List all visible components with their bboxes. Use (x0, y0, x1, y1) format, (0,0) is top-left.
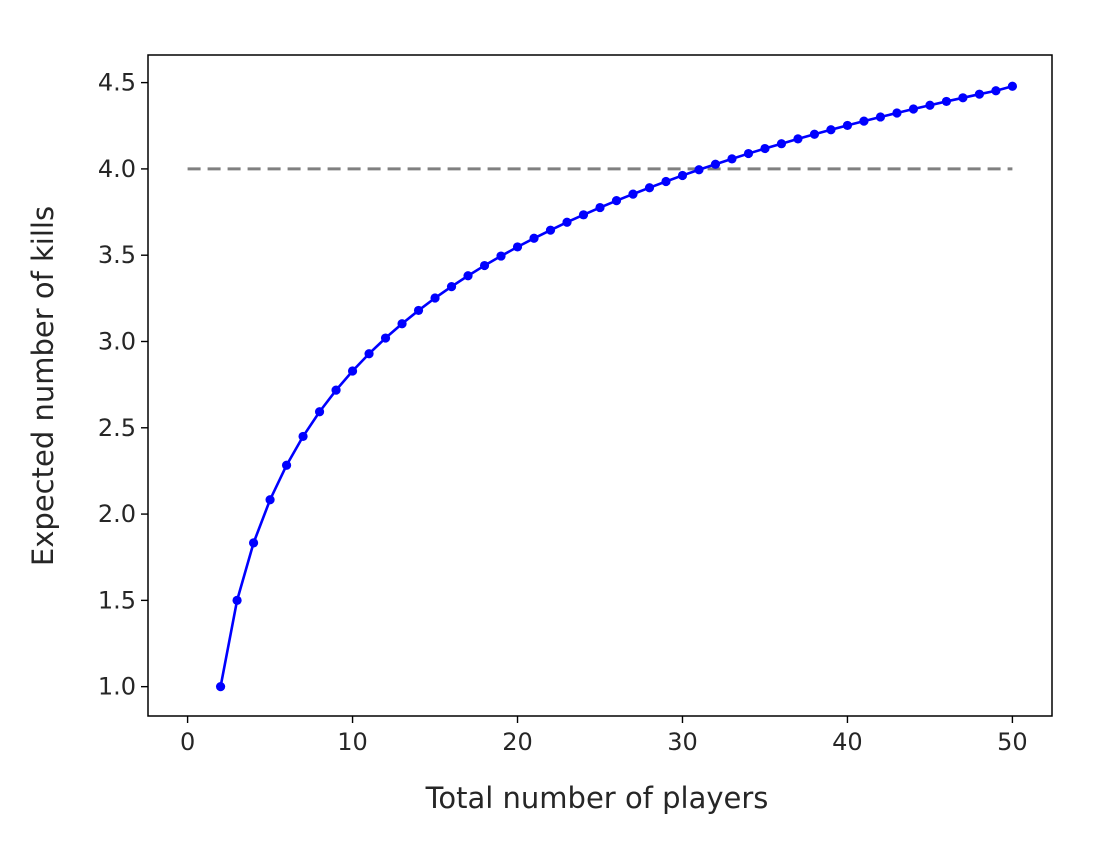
data-point (661, 176, 671, 187)
data-point (974, 89, 985, 99)
data-point (991, 86, 1001, 96)
y-tick-label: 1.0 (98, 673, 136, 701)
data-point (776, 139, 787, 149)
data-point (314, 407, 325, 417)
x-tick-label: 0 (180, 728, 195, 756)
data-point (562, 217, 572, 227)
data-point (908, 104, 919, 114)
data-point (331, 385, 341, 395)
y-tick-label: 4.0 (98, 155, 136, 183)
data-point (892, 108, 902, 118)
data-point (298, 431, 308, 442)
y-tick-label: 4.5 (98, 69, 136, 97)
data-point (628, 189, 638, 199)
data-point (1007, 81, 1018, 91)
x-tick-label: 20 (502, 728, 533, 756)
y-axis-title: Expected number of kills (26, 206, 60, 566)
y-tick-label: 3.5 (98, 241, 136, 269)
data-point (842, 120, 853, 131)
data-point (215, 682, 226, 692)
data-point (529, 233, 539, 243)
data-point (809, 129, 820, 139)
data-point (826, 125, 836, 135)
data-point (578, 210, 589, 220)
data-point (743, 148, 754, 159)
data-point (380, 333, 391, 343)
x-tick-label: 30 (667, 728, 698, 756)
plot-area (187, 81, 1018, 692)
axis-ticks: 0 10 20 30 40 50 1.0 1.5 2.0 2.5 3.0 3.5 4.0 4.5 (98, 69, 1028, 756)
data-point (248, 538, 259, 548)
data-point (941, 96, 952, 107)
data-point (694, 165, 704, 175)
plot-frame (147, 54, 1053, 717)
data-point (496, 251, 506, 261)
data-point (479, 260, 490, 271)
data-point (413, 305, 424, 316)
x-tick-label: 50 (997, 728, 1028, 756)
data-point (545, 225, 556, 235)
data-point (397, 319, 407, 329)
y-tick-label: 2.5 (98, 414, 136, 442)
y-tick-label: 1.5 (98, 586, 136, 614)
data-point (925, 100, 935, 110)
data-point (793, 134, 803, 144)
data-point (760, 143, 770, 154)
x-tick-label: 40 (832, 728, 863, 756)
data-point (859, 116, 869, 126)
data-point (347, 366, 358, 376)
data-point (727, 154, 737, 164)
data-point (281, 460, 292, 470)
x-axis-title: Total number of players (425, 781, 769, 815)
data-point (364, 349, 374, 359)
y-tick-label: 2.0 (98, 500, 136, 528)
data-point (595, 202, 605, 213)
data-point (512, 242, 523, 252)
data-point (232, 595, 242, 605)
data-point (677, 170, 688, 181)
data-point (644, 183, 655, 193)
data-point (463, 271, 473, 281)
data-point (958, 93, 968, 103)
data-point (446, 282, 457, 292)
x-tick-label: 10 (337, 728, 368, 756)
data-point (611, 196, 622, 206)
data-point (265, 495, 275, 505)
data-point (710, 159, 721, 169)
data-point (875, 112, 886, 122)
data-point (430, 293, 440, 303)
y-tick-label: 3.0 (98, 327, 136, 355)
